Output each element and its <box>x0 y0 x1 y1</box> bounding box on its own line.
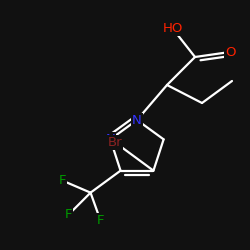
Text: F: F <box>65 208 72 221</box>
Text: HO: HO <box>163 22 183 36</box>
Text: N: N <box>106 133 115 146</box>
Text: O: O <box>225 46 235 59</box>
Text: F: F <box>59 174 66 187</box>
Text: F: F <box>97 214 104 227</box>
Text: Br: Br <box>108 136 123 149</box>
Text: N: N <box>132 114 142 126</box>
